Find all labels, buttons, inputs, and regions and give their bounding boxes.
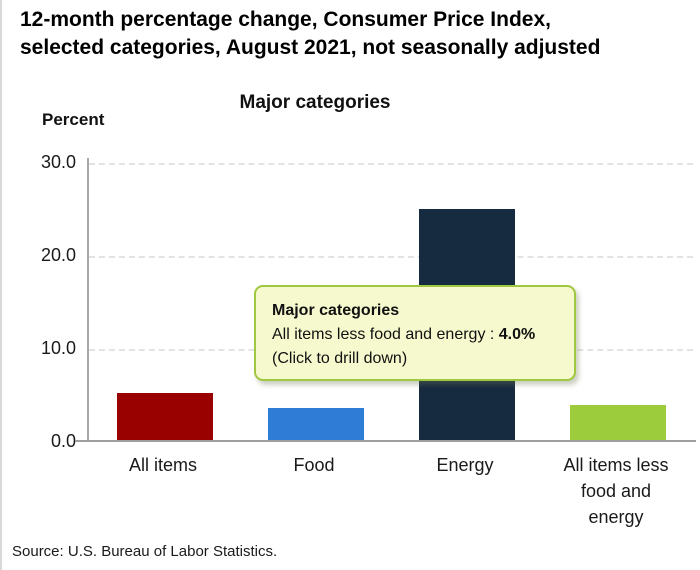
x-label-food: Food — [293, 455, 335, 475]
x-label-energy: Energy — [436, 455, 494, 475]
tooltip-title: Major categories — [272, 302, 400, 319]
gridline-30 — [89, 163, 693, 165]
tooltip[interactable]: Major categories All items less food and… — [254, 285, 576, 381]
gridline-20 — [89, 256, 693, 258]
y-axis-label: Percent — [42, 110, 105, 129]
tooltip-series-label: All items less food and energy : — [272, 326, 499, 343]
bar-all-items-less-food-and-energy[interactable] — [570, 405, 666, 442]
y-tick-0.0: 0.0 — [50, 431, 76, 451]
x-label-all-items-less-food-and-energy: All items less food and energy — [563, 455, 669, 527]
y-tick-20.0: 20.0 — [40, 245, 76, 265]
tooltip-value-line: All items less food and energy : 4.0% — [272, 323, 558, 347]
chart-title: Major categories — [239, 92, 391, 113]
y-tick-10.0: 10.0 — [40, 338, 76, 358]
page-title: 12-month percentage change, Consumer Pri… — [20, 8, 601, 59]
tooltip-value: 4.0% — [498, 326, 536, 343]
bar-all-items[interactable] — [117, 393, 213, 442]
bar-food[interactable] — [268, 408, 364, 442]
y-tick-30.0: 30.0 — [40, 152, 76, 172]
tooltip-hint: (Click to drill down) — [272, 350, 408, 367]
x-axis-line — [75, 440, 696, 442]
x-label-all-items: All items — [128, 455, 197, 475]
source-note: Source: U.S. Bureau of Labor Statistics. — [12, 543, 278, 560]
